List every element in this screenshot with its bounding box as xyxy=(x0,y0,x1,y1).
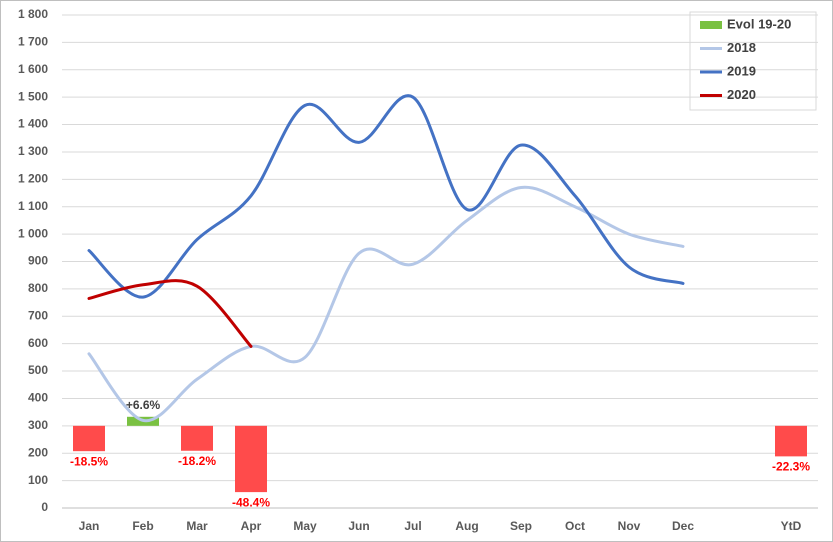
y-tick-label: 200 xyxy=(28,445,48,459)
y-tick-label: 1 400 xyxy=(18,117,48,131)
x-tick-label: Jun xyxy=(348,519,369,533)
legend-swatch xyxy=(700,21,722,29)
line-series xyxy=(87,185,685,422)
y-tick-label: 1 200 xyxy=(18,172,48,186)
line-series xyxy=(87,94,685,299)
data-label: -18.2% xyxy=(178,454,216,468)
bar xyxy=(775,425,807,457)
x-tick-label: May xyxy=(293,519,317,533)
y-tick-label: 0 xyxy=(41,500,48,514)
data-label: -22.3% xyxy=(772,460,810,474)
x-tick-label: Oct xyxy=(565,519,585,533)
y-tick-label: 400 xyxy=(28,391,48,405)
bar xyxy=(181,425,213,451)
legend-label: 2018 xyxy=(727,40,756,55)
y-tick-label: 1 500 xyxy=(18,89,48,103)
x-tick-label: Jul xyxy=(404,519,421,533)
y-tick-label: 900 xyxy=(28,254,48,268)
line-series xyxy=(87,279,253,348)
y-tick-label: 1 800 xyxy=(18,7,48,21)
x-tick-label: Dec xyxy=(672,519,694,533)
legend-label: 2020 xyxy=(727,87,756,102)
x-tick-label: Jan xyxy=(79,519,100,533)
y-tick-label: 700 xyxy=(28,308,48,322)
y-tick-label: 1 300 xyxy=(18,144,48,158)
x-tick-label: Feb xyxy=(132,519,153,533)
y-tick-label: 600 xyxy=(28,336,48,350)
y-tick-label: 1 100 xyxy=(18,199,48,213)
x-tick-label: Sep xyxy=(510,519,532,533)
legend-label: Evol 19-20 xyxy=(727,16,791,31)
x-tick-label: Mar xyxy=(186,519,208,533)
y-tick-label: 100 xyxy=(28,473,48,487)
data-label: -48.4% xyxy=(232,495,270,509)
x-tick-label: Aug xyxy=(455,519,478,533)
x-tick-label: YtD xyxy=(781,519,802,533)
y-tick-label: 1 700 xyxy=(18,35,48,49)
y-tick-label: 1 000 xyxy=(18,226,48,240)
y-tick-label: 800 xyxy=(28,281,48,295)
y-tick-label: 1 600 xyxy=(18,62,48,76)
bar xyxy=(73,425,105,452)
bar xyxy=(235,425,267,493)
data-label: -18.5% xyxy=(70,454,108,468)
x-tick-label: Apr xyxy=(241,519,262,533)
y-tick-label: 300 xyxy=(28,418,48,432)
x-tick-label: Nov xyxy=(618,519,641,533)
data-label: +6.6% xyxy=(126,398,161,412)
legend-label: 2019 xyxy=(727,63,756,78)
y-tick-label: 500 xyxy=(28,363,48,377)
